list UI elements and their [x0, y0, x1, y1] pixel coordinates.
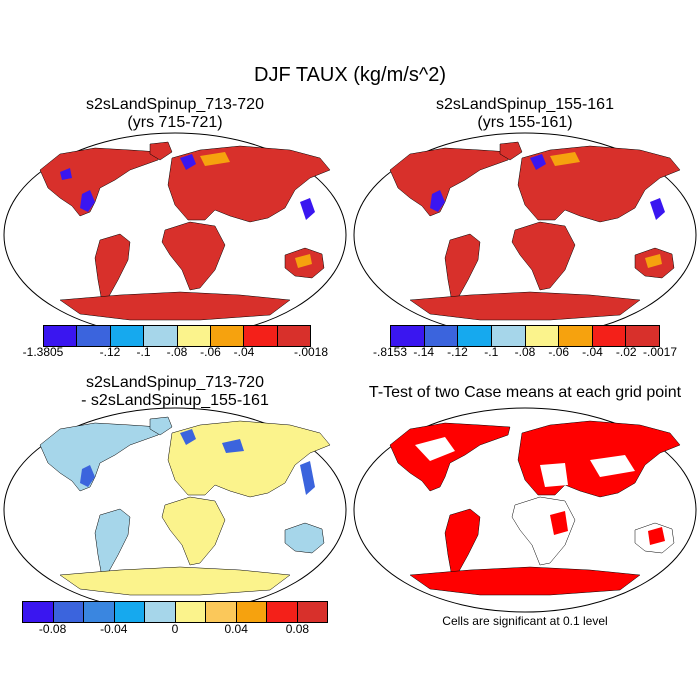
panel4-title-line1: T-Test of two Case means at each grid po… — [368, 384, 682, 401]
panel4-title: T-Test of two Case means at each grid po… — [350, 384, 700, 402]
colorbar-3-box — [297, 602, 327, 622]
colorbar-3-box — [23, 602, 54, 622]
figure-title: DJF TAUX (kg/m/s^2) — [254, 64, 446, 86]
colorbar-3-box — [206, 602, 237, 622]
colorbar-2-box — [592, 326, 627, 346]
colorbar-1-box — [44, 326, 78, 346]
colorbar-3-box — [175, 602, 206, 622]
colorbar-3-label: 0 — [171, 622, 179, 636]
colorbar-1 — [43, 325, 311, 347]
continents-1 — [39, 141, 331, 321]
colorbar-1-box — [277, 326, 310, 346]
africa-sig-cells-4 — [550, 511, 665, 545]
continents-3 — [39, 416, 331, 596]
colorbar-3-box — [114, 602, 145, 622]
colorbar-2-label: -.08 — [514, 345, 536, 359]
colorbar-2 — [390, 325, 660, 347]
colorbar-2-box — [491, 326, 526, 346]
map-panel-2 — [353, 132, 697, 338]
colorbar-3-label: 0.08 — [285, 622, 310, 636]
map-panel-1 — [3, 132, 347, 338]
colorbar-1-box — [177, 326, 211, 346]
panel1-title-line2: (yrs 715-721) — [127, 114, 223, 131]
significance-note: Cells are significant at 0.1 level — [442, 614, 608, 628]
colorbar-2-label: -.14 — [413, 345, 435, 359]
colorbar-1-box — [77, 326, 111, 346]
colorbar-1-box — [210, 326, 245, 346]
colorbar-2-label: -.06 — [548, 345, 570, 359]
panel2-title-line1: s2sLandSpinup_155-161 — [436, 96, 614, 113]
colorbar-2-label: -.1 — [484, 345, 499, 359]
colorbar-3-box — [267, 602, 298, 622]
colorbar-1-label: -.12 — [99, 345, 121, 359]
colorbar-3-label: -0.04 — [100, 622, 128, 636]
colorbar-2-label: -.0017 — [642, 345, 678, 359]
insignificant-white-cells-4 — [415, 437, 635, 487]
colorbar-1-label: -.06 — [200, 345, 221, 359]
panel2-title: s2sLandSpinup_155-161 (yrs 155-161) — [350, 96, 700, 132]
panel3-title: s2sLandSpinup_713-720 - s2sLandSpinup_15… — [0, 374, 350, 410]
africa-outline-4 — [511, 496, 675, 566]
coastal-blue-cells-1 — [60, 154, 315, 220]
colorbar-1-box — [244, 326, 278, 346]
panel3-title-line2: - s2sLandSpinup_155-161 — [81, 392, 269, 409]
colorbar-3-box — [145, 602, 176, 622]
panel1-title-line1: s2sLandSpinup_713-720 — [86, 96, 264, 113]
colorbar-2-label: -.8153 — [372, 345, 408, 359]
colorbar-1-label: -1.3805 — [22, 345, 64, 359]
colorbar-2-box — [391, 326, 425, 346]
colorbar-3-box — [53, 602, 84, 622]
orange-cells-1 — [200, 152, 312, 268]
colorbar-2-label: -.02 — [615, 345, 637, 359]
map-panel-3 — [3, 407, 347, 613]
colorbar-2-box — [424, 326, 459, 346]
colorbar-2-label: -.12 — [447, 345, 468, 359]
colorbar-2-box — [458, 326, 492, 346]
map-panel-4 — [353, 407, 697, 613]
blue-cells-3 — [80, 429, 315, 495]
coastal-blue-cells-2 — [430, 154, 665, 220]
colorbar-2-label: -.04 — [582, 345, 603, 359]
colorbar-3-label: 0.04 — [224, 622, 248, 636]
colorbar-2-box — [525, 326, 560, 346]
panel3-title-line1: s2sLandSpinup_713-720 — [86, 374, 264, 391]
colorbar-3-box — [84, 602, 115, 622]
colorbar-2-box — [626, 326, 659, 346]
colorbar-1-label: -.08 — [166, 345, 188, 359]
colorbar-2-box — [559, 326, 593, 346]
colorbar-1-label: -.1 — [136, 345, 151, 359]
colorbar-1-box — [110, 326, 145, 346]
colorbar-3-label: -0.08 — [38, 622, 67, 636]
panel1-title: s2sLandSpinup_713-720 (yrs 715-721) — [0, 96, 350, 132]
continents-2 — [389, 141, 681, 321]
colorbar-1-box — [144, 326, 178, 346]
colorbar-1-label: -.04 — [233, 345, 255, 359]
orange-cells-2 — [550, 152, 662, 268]
colorbar-3-box — [236, 602, 267, 622]
panel2-title-line2: (yrs 155-161) — [477, 114, 573, 131]
colorbar-3 — [22, 601, 328, 623]
colorbar-1-label: -.0018 — [293, 345, 329, 359]
